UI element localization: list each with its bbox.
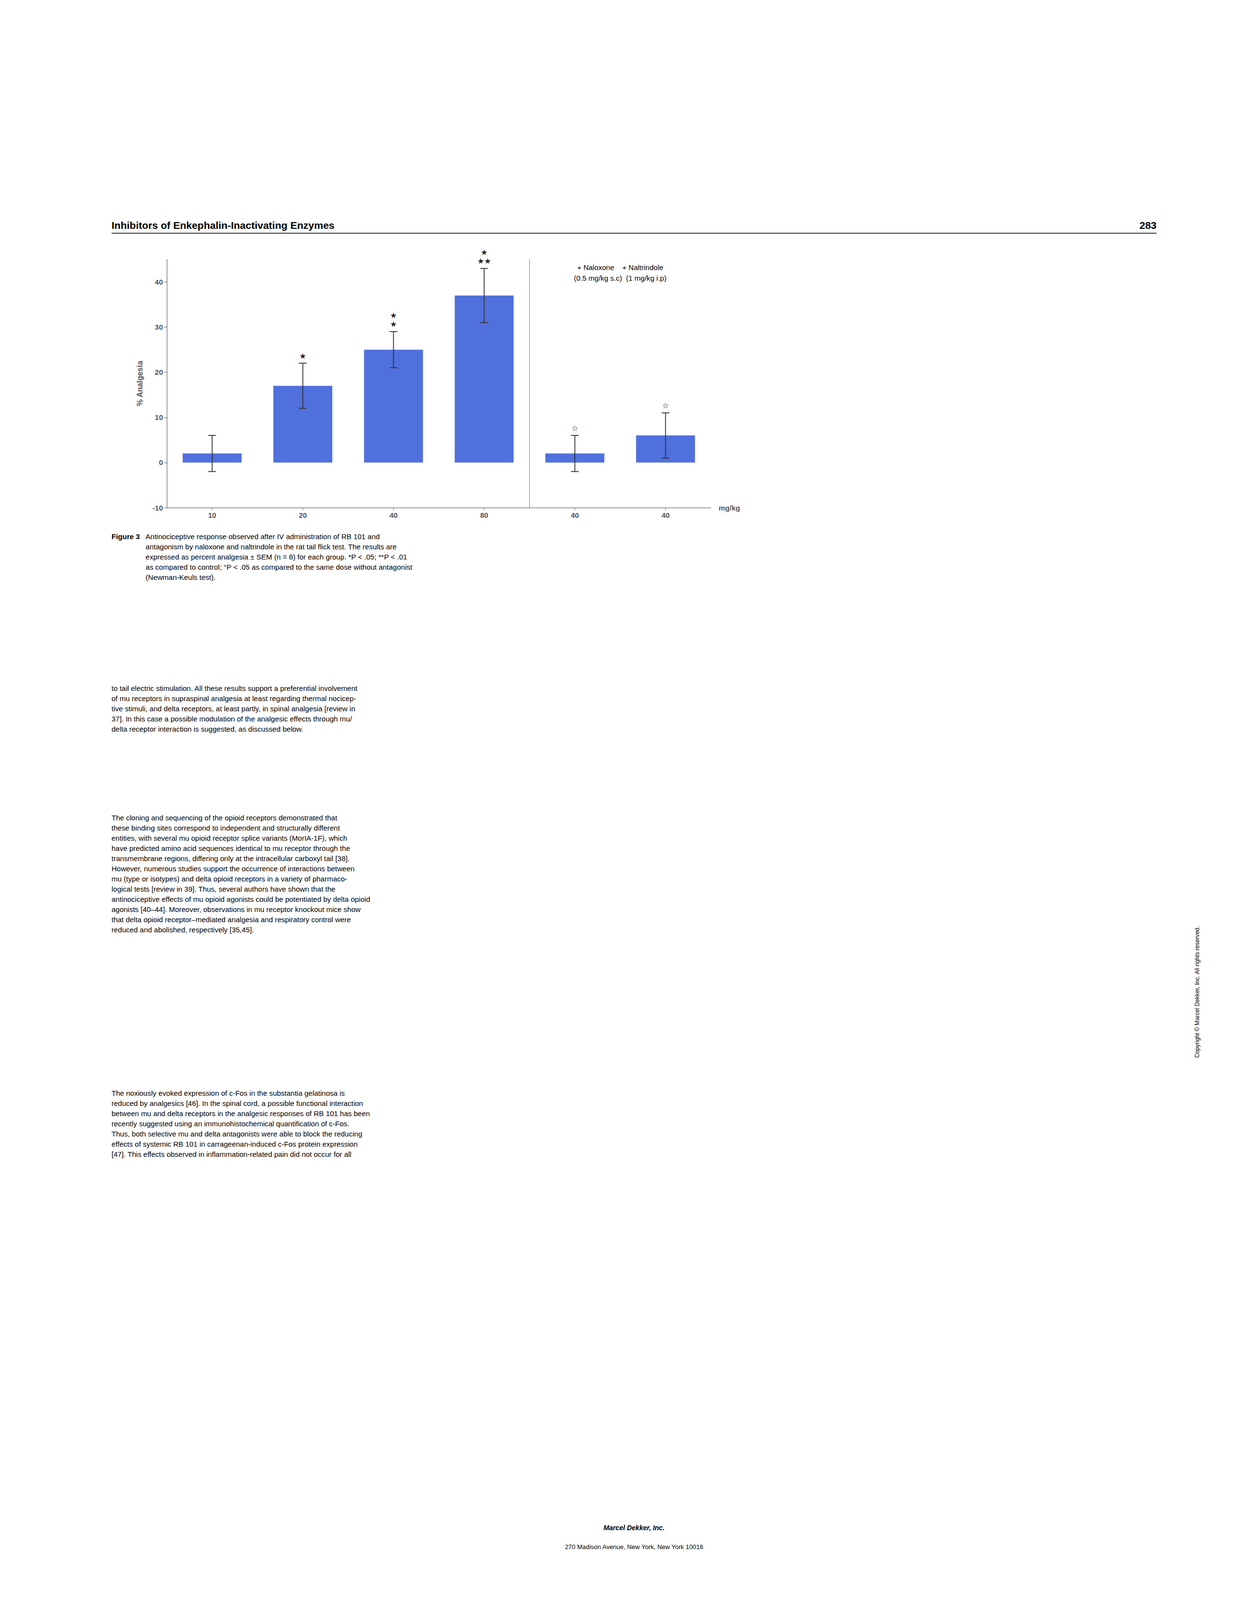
svg-text:between mu and delta receptors: between mu and delta receptors in the an…	[111, 1109, 370, 1118]
svg-text:Figure 3: Figure 3	[111, 532, 140, 541]
svg-text:of mu receptors in supraspinal: of mu receptors in supraspinal analgesia…	[111, 694, 356, 703]
svg-text:10: 10	[154, 413, 163, 422]
svg-text:antagonism by naloxone and nal: antagonism by naloxone and naltrindole i…	[145, 542, 397, 551]
svg-text:However, numerous studies supp: However, numerous studies support the oc…	[111, 864, 355, 873]
svg-text:☆: ☆	[661, 401, 669, 411]
svg-text:+ Naloxone + Naltrindole: + Naloxone + Naltrindole	[577, 263, 664, 272]
svg-text:reduced and abolished, respect: reduced and abolished, respectively [35,…	[111, 925, 255, 934]
svg-text:-10: -10	[152, 503, 163, 513]
svg-text:have predicted amino acid sequ: have predicted amino acid sequences iden…	[111, 844, 351, 853]
svg-text:mu (type or isotypes) and delt: mu (type or isotypes) and delta opioid r…	[111, 874, 348, 884]
svg-text:40: 40	[661, 511, 670, 520]
svg-text:that delta opioid receptor–med: that delta opioid receptor–mediated anal…	[111, 915, 352, 924]
svg-text:20: 20	[154, 368, 163, 377]
svg-text:% Analgesia: % Analgesia	[135, 360, 145, 407]
svg-text:283: 283	[1139, 219, 1157, 231]
svg-text:(0.5 mg/kg s.c) (1 mg/kg i.p): (0.5 mg/kg s.c) (1 mg/kg i.p)	[574, 273, 667, 283]
svg-text:Antinociceptive response obser: Antinociceptive response observed after …	[145, 532, 380, 541]
svg-text:expressed as percent analgesia: expressed as percent analgesia ± SEM (n …	[145, 552, 407, 562]
svg-text:270 Madison Avenue, New York,: 270 Madison Avenue, New York, New York 1…	[564, 1543, 704, 1551]
svg-text:☆: ☆	[571, 423, 579, 434]
svg-text:mg/kg: mg/kg	[718, 503, 740, 513]
svg-text:★★: ★★	[477, 256, 492, 266]
svg-text:40: 40	[389, 511, 398, 520]
svg-text:entities, with several mu opio: entities, with several mu opioid recepto…	[111, 834, 348, 843]
svg-text:[47]. This effects observed in: [47]. This effects observed in inflammat…	[111, 1150, 352, 1159]
svg-text:The cloning and sequencing of: The cloning and sequencing of the opioid…	[111, 813, 338, 822]
svg-text:★: ★	[299, 351, 306, 361]
svg-text:agonists [40–44]. Moreover, ob: agonists [40–44]. Moreover, observations…	[111, 905, 361, 914]
svg-text:★: ★	[480, 247, 488, 258]
svg-text:10: 10	[208, 511, 217, 520]
svg-text:20: 20	[298, 511, 307, 520]
svg-text:Copyright © Marcel Dekker, Inc: Copyright © Marcel Dekker, Inc. All righ…	[1193, 926, 1201, 1059]
svg-text:these binding sites correspond: these binding sites correspond to indepe…	[111, 823, 341, 833]
svg-text:40: 40	[570, 511, 579, 520]
svg-text:Marcel Dekker, Inc.: Marcel Dekker, Inc.	[603, 1524, 665, 1532]
svg-text:0: 0	[159, 458, 163, 467]
svg-text:reduced by analgesics [46]. In: reduced by analgesics [46]. In the spina…	[111, 1099, 364, 1108]
svg-text:★: ★	[389, 319, 397, 329]
svg-text:tive stimuli, and delta recept: tive stimuli, and delta receptors, at le…	[111, 704, 355, 713]
svg-text:37]. In this case a possible m: 37]. In this case a possible modulation …	[111, 714, 353, 723]
svg-text:30: 30	[154, 322, 163, 332]
svg-text:The noxiously evoked expressio: The noxiously evoked expression of c-Fos…	[111, 1089, 345, 1098]
svg-text:logical tests [review in 39].: logical tests [review in 39]. Thus, seve…	[111, 884, 336, 894]
svg-text:Inhibitors of Enkephalin-Inact: Inhibitors of Enkephalin-Inactivating En…	[111, 219, 335, 231]
svg-text:to tail electric stimulation.: to tail electric stimulation. All these …	[111, 684, 358, 693]
svg-text:delta receptor interaction is: delta receptor interaction is suggested,…	[111, 724, 304, 734]
svg-text:transmembrane regions, differi: transmembrane regions, differing only at…	[111, 854, 350, 863]
svg-text:Thus, both selective mu and de: Thus, both selective mu and delta antago…	[111, 1129, 363, 1139]
svg-text:★: ★	[389, 310, 397, 321]
svg-text:(Newman-Keuls test).: (Newman-Keuls test).	[145, 573, 216, 582]
svg-text:antinociceptive effects of mu: antinociceptive effects of mu opioid ago…	[111, 895, 370, 904]
svg-text:as compared to control; °P < .: as compared to control; °P < .05 as comp…	[145, 562, 413, 572]
svg-text:recently suggested using an im: recently suggested using an immunohistoc…	[111, 1119, 350, 1128]
svg-text:40: 40	[154, 277, 163, 287]
svg-text:80: 80	[480, 511, 489, 520]
svg-text:effects of systemic RB 101 in: effects of systemic RB 101 in carrageena…	[111, 1140, 358, 1149]
